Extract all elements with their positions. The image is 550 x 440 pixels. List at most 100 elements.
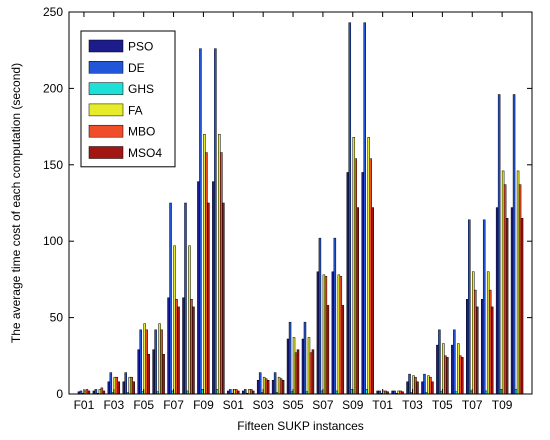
bar-mbo-t07	[473, 289, 477, 395]
x-tick-label: S09	[342, 398, 364, 412]
bar-de-s04	[273, 372, 277, 395]
bar-pso-f04	[122, 381, 126, 395]
x-tick-label: F05	[133, 398, 154, 412]
bar-de-s06	[303, 321, 307, 395]
plot-frame	[68, 11, 533, 395]
y-tick-label: 150	[43, 158, 63, 172]
bar-mbo-t03	[414, 376, 417, 395]
x-tick-label: T09	[492, 398, 513, 412]
bar-pso-t10	[510, 207, 514, 395]
bar-mbo-f10	[220, 152, 223, 395]
bar-mbo-s02	[249, 389, 253, 395]
y-tick-label: 50	[50, 311, 64, 325]
legend-swatch-mso4	[88, 146, 124, 159]
bar-de-t04	[423, 373, 426, 395]
bar-mso4-s07	[326, 305, 330, 395]
bar-pso-t04	[421, 381, 424, 395]
y-tick-label: 100	[43, 234, 63, 248]
bar-fa-t08	[486, 271, 490, 395]
y-tick-label: 200	[43, 81, 63, 95]
bar-pso-t08	[480, 299, 484, 395]
bar-de-t05	[438, 329, 441, 395]
bar-fa-t05	[442, 343, 445, 395]
bar-mbo-s06	[309, 352, 313, 395]
bar-mso4-f06	[162, 354, 165, 395]
bar-fa-s05	[292, 337, 296, 395]
y-tick-label: 0	[56, 387, 63, 401]
y-axis-label: The average time cost of each computatio…	[9, 63, 23, 343]
bar-de-f05	[139, 329, 142, 395]
legend-label-de: DE	[128, 61, 145, 75]
bar-fa-t09	[501, 170, 505, 395]
bar-mbo-f05	[145, 329, 148, 395]
bar-mbo-s08	[339, 276, 343, 395]
bar-mbo-f06	[160, 329, 163, 395]
bar-fa-f04	[128, 376, 131, 395]
bar-mbo-t10	[518, 184, 522, 395]
bar-de-s02	[243, 389, 247, 395]
bar-pso-f08	[182, 297, 185, 395]
bar-fa-f09	[203, 133, 206, 395]
bar-de-s10	[363, 22, 366, 395]
bar-mso4-s04	[281, 379, 285, 395]
legend-swatch-fa	[88, 103, 124, 117]
bar-pso-f09	[197, 181, 200, 395]
bar-de-f06	[154, 329, 157, 395]
bar-pso-f10	[212, 181, 215, 395]
bar-pso-f07	[167, 297, 170, 395]
bar-fa-s10	[367, 137, 370, 395]
legend-swatch-pso	[88, 39, 124, 53]
bar-mso4-f09	[207, 202, 210, 395]
bar-mbo-s05	[294, 352, 298, 395]
bar-fa-f02	[98, 389, 102, 395]
bar-mso4-t09	[505, 218, 509, 395]
bar-mso4-s09	[356, 207, 359, 395]
bar-mso4-f04	[132, 381, 135, 395]
bar-pso-s04	[271, 379, 275, 395]
x-axis-label: Fifteen SUKP instances	[237, 419, 364, 433]
x-tick-label: F09	[193, 398, 214, 412]
bar-fa-s02	[247, 389, 251, 395]
bar-pso-s07	[316, 271, 320, 395]
bar-mbo-t06	[459, 355, 462, 395]
bar-pso-t05	[436, 344, 439, 395]
bar-de-s03	[258, 372, 262, 395]
bar-mso4-t04	[431, 381, 434, 395]
bar-de-f10	[214, 48, 217, 395]
legend-swatch-de	[88, 61, 124, 74]
bar-pso-s10	[361, 172, 364, 395]
x-tick-label: S01	[223, 398, 245, 412]
x-tick-label: S05	[282, 398, 304, 412]
bar-de-f08	[184, 202, 187, 395]
bar-pso-s06	[301, 338, 305, 395]
bar-fa-f10	[218, 133, 221, 395]
bar-de-f02	[94, 389, 98, 395]
bar-mso4-f05	[147, 354, 150, 395]
bar-mbo-f01	[85, 389, 89, 395]
bar-fa-s06	[307, 337, 311, 395]
legend-label-ghs: GHS	[128, 82, 154, 96]
bar-mbo-s09	[354, 158, 358, 395]
bar-fa-t06	[457, 343, 460, 395]
bar-pso-s03	[256, 379, 260, 395]
x-axis: F01 F03 F05 F07 F09 S01 S03 S05 S07 S09 T01 T03 T05 T…	[74, 12, 513, 412]
bar-mso4-t07	[475, 306, 479, 395]
bar-fa-f08	[188, 245, 191, 395]
bar-de-t06	[453, 329, 456, 395]
bar-mso4-s05	[296, 349, 300, 395]
x-tick-label: F01	[74, 398, 95, 412]
bar-fa-f06	[158, 323, 161, 395]
bar-mso4-f07	[177, 306, 180, 395]
bar-de-f04	[124, 372, 128, 395]
x-tick-label: F07	[163, 398, 184, 412]
bar-fa-s08	[337, 274, 341, 395]
bar-mso4-t10	[520, 218, 524, 395]
bar-de-s07	[318, 237, 322, 395]
x-tick-label: T07	[462, 398, 483, 412]
bar-de-t08	[482, 219, 486, 395]
bar-mso4-s03	[266, 379, 270, 395]
bar-de-f07	[169, 202, 172, 395]
bar-pso-t07	[466, 299, 469, 395]
y-axis: 0 50 100 150 200 250	[43, 5, 532, 401]
bar-pso-t09	[495, 207, 499, 395]
